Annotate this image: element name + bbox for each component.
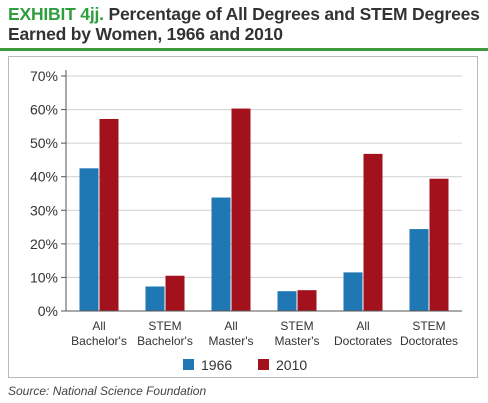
- title-line-2: Earned by Women, 1966 and 2010: [8, 24, 283, 44]
- x-category-label: STEM: [280, 319, 313, 333]
- y-tick-label: 70%: [30, 68, 58, 84]
- bar-chart: 0%10%20%30%40%50%60%70% AllBachelor'sSTE…: [30, 68, 462, 373]
- title-divider: [0, 48, 488, 51]
- bar-1966: [409, 229, 429, 311]
- bar-2010: [99, 118, 119, 311]
- legend-swatch-2010: [258, 359, 269, 370]
- x-category-label: Master's: [275, 334, 320, 348]
- x-category-label: Master's: [209, 334, 254, 348]
- exhibit-label: EXHIBIT 4jj.: [8, 4, 104, 24]
- title-line-1: Percentage of All Degrees and STEM Degre…: [108, 4, 480, 24]
- bars: [79, 108, 449, 311]
- x-category-label: STEM: [148, 319, 181, 333]
- bar-1966: [277, 291, 297, 311]
- x-category-label: Bachelor's: [71, 334, 127, 348]
- chart-title: EXHIBIT 4jj. Percentage of All Degrees a…: [8, 4, 480, 44]
- x-category-label: All: [224, 319, 237, 333]
- y-tick-label: 0%: [38, 303, 58, 319]
- y-axis-ticks: 0% 10% 20% 30% 40% 50% 60% 70%: [30, 68, 66, 319]
- y-tick-label: 10%: [30, 269, 58, 285]
- x-category-label: Doctorates: [400, 334, 458, 348]
- y-tick-label: 20%: [30, 236, 58, 252]
- y-tick-label: 40%: [30, 169, 58, 185]
- y-tick-label: 60%: [30, 102, 58, 118]
- gridlines: [66, 75, 462, 278]
- bar-1966: [343, 272, 363, 311]
- legend-label-2010: 2010: [276, 357, 307, 373]
- bar-2010: [297, 290, 317, 311]
- x-category-label: All: [356, 319, 369, 333]
- bar-2010: [429, 178, 449, 311]
- x-category-label: All: [92, 319, 105, 333]
- legend: 1966 2010: [183, 357, 307, 373]
- x-category-label: Bachelor's: [137, 334, 193, 348]
- axes: [65, 70, 462, 312]
- y-tick-label: 30%: [30, 202, 58, 218]
- bar-2010: [363, 153, 383, 311]
- source-note: Source: National Science Foundation: [8, 384, 207, 398]
- bar-2010: [231, 108, 251, 311]
- x-category-label: Doctorates: [334, 334, 392, 348]
- bar-1966: [145, 286, 165, 311]
- bar-1966: [79, 168, 99, 311]
- legend-swatch-1966: [183, 359, 194, 370]
- x-category-label: STEM: [412, 319, 445, 333]
- x-axis-categories: AllBachelor'sSTEMBachelor'sAllMaster'sST…: [71, 319, 458, 348]
- y-tick-label: 50%: [30, 135, 58, 151]
- bar-1966: [211, 197, 231, 311]
- bar-2010: [165, 275, 185, 311]
- legend-label-1966: 1966: [201, 357, 232, 373]
